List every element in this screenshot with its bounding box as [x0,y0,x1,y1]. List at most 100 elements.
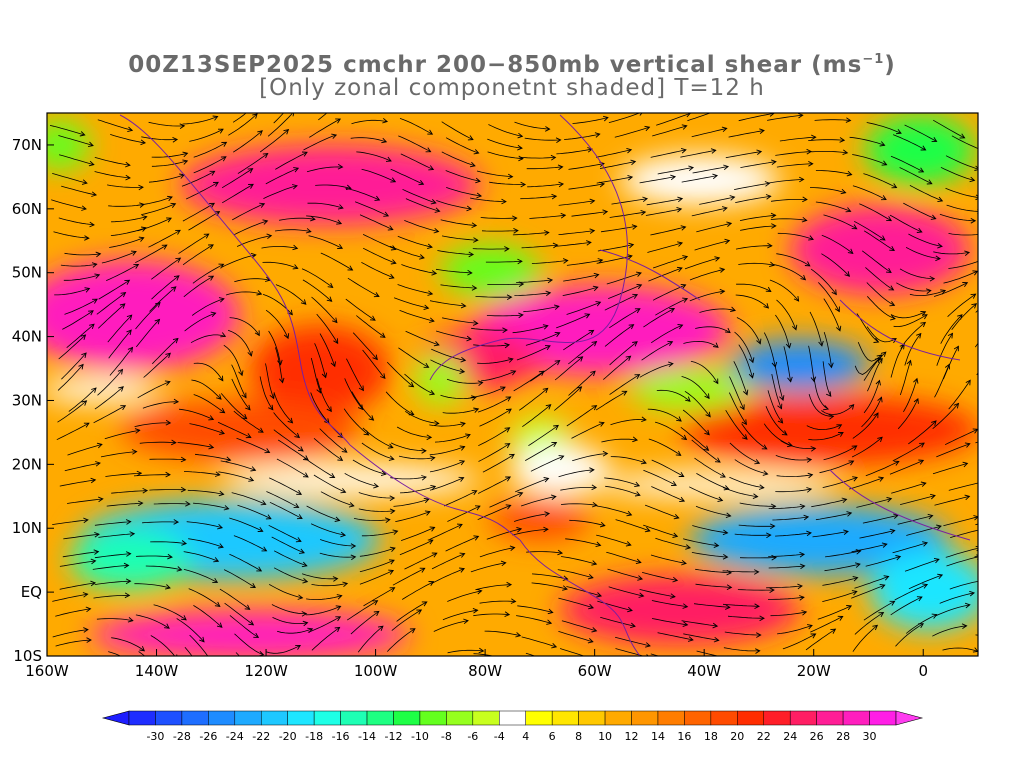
streamline-arrow [626,147,633,154]
streamline [823,214,857,230]
streamline-arrow [636,283,643,290]
streamline-arrow [473,535,480,541]
streamline-arrow [879,141,886,147]
streamline-arrow [552,242,559,249]
streamline [436,200,472,210]
streamline-arrow [389,495,396,501]
streamline [945,547,978,558]
streamline-arrow [337,243,344,249]
streamline [108,651,122,656]
streamline [259,376,274,411]
streamline [55,608,91,617]
streamline [217,421,251,438]
streamline [396,426,432,438]
streamline [527,183,564,188]
streamline [320,491,354,507]
streamline-arrow [300,299,307,305]
streamline [176,618,205,643]
streamline [808,345,815,382]
streamline-arrow [429,526,436,532]
streamline [689,290,725,302]
streamline-arrow [80,334,87,340]
streamline [151,160,188,167]
streamline-arrow [705,411,711,418]
streamline-arrow [739,404,745,411]
streamline-arrow [538,370,545,376]
streamline [514,292,551,296]
streamline [643,308,675,328]
streamline [404,373,435,395]
streamline-arrow [88,160,95,167]
streamline [487,151,523,160]
streamline [313,474,346,493]
streamline [695,326,731,333]
streamline-arrow [219,429,225,435]
streamline [974,555,978,558]
streamline-arrow [332,317,338,324]
streamline [301,573,338,580]
streamline-arrow [973,515,978,521]
streamline-arrow [779,395,785,401]
lon-tick-label: 120W [244,662,288,680]
streamline-arrow [851,445,858,451]
streamline [736,317,761,344]
streamline-arrow [321,372,328,379]
streamline [232,130,263,153]
streamline-arrow [797,583,803,590]
streamline-arrow [931,420,937,426]
streamline-arrow [712,622,719,629]
streamline [106,264,139,281]
streamline [435,330,472,340]
colorbar-label: -30 [146,730,164,743]
streamline [389,245,425,259]
streamline [905,614,937,634]
streamline [151,152,188,158]
streamline [237,153,268,174]
streamline-arrow [993,319,998,324]
streamline [722,487,758,498]
streamline [558,597,594,609]
streamline-arrow [476,192,483,199]
streamline-arrow [677,324,684,330]
streamline-arrow [88,141,94,148]
streamline-arrow [811,134,817,141]
colorbar-swatch [737,710,765,726]
lon-tick-label: 40W [687,662,721,680]
streamline-arrow [118,386,124,392]
streamline-arrow [335,118,342,124]
streamline-arrow [920,321,927,328]
streamline-arrow [509,453,515,460]
streamline-arrow [642,196,649,203]
streamline-arrow [372,600,379,606]
streamline-arrow [505,504,512,510]
streamline [568,341,597,365]
streamline [520,496,556,507]
streamline-arrow [283,333,290,340]
streamline-arrow [428,581,435,587]
streamline [692,525,728,534]
streamline [643,469,677,486]
streamline [149,286,177,312]
streamline-arrow [1012,566,1017,571]
streamline-arrow [723,164,730,171]
streamline-arrow [504,427,511,433]
streamline [943,516,978,527]
streamline-arrow [471,490,478,496]
streamline [984,150,1019,157]
streamline-arrow [295,537,302,543]
streamline [729,376,745,410]
streamline [441,235,478,241]
streamline-arrow [423,362,430,368]
streamline-arrow [91,262,98,268]
colorbar-label: 18 [704,730,718,743]
streamline-arrow [676,416,682,422]
streamline-arrow [419,567,426,573]
streamline-arrow [634,308,641,314]
streamline [652,125,687,137]
streamline-arrow [800,274,807,281]
streamline [725,409,748,440]
streamline-arrow [964,442,971,448]
streamline-arrow [759,615,765,622]
streamline [985,262,1017,279]
streamline [528,425,559,447]
